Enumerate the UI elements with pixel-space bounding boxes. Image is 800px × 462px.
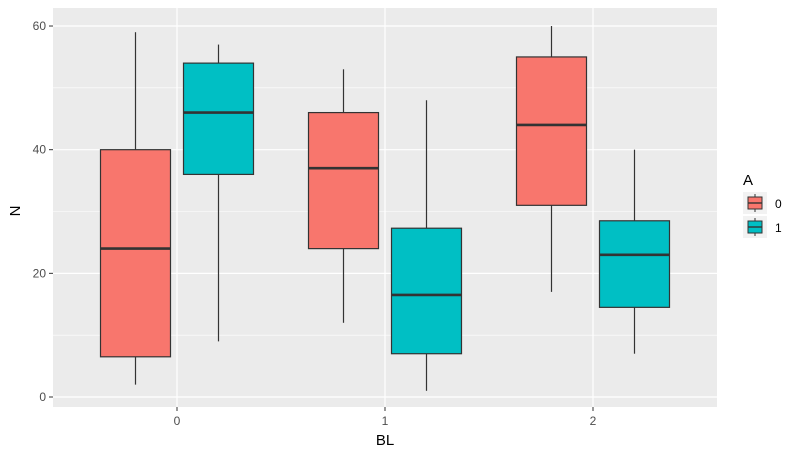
y-tick-label: 0 (39, 390, 46, 404)
iqr-box (390, 227, 463, 355)
box-1-bl-0 (182, 44, 255, 342)
iqr-box (598, 220, 671, 308)
x-tick-label: 2 (590, 414, 597, 428)
legend: A 0 1 (743, 172, 782, 238)
box-0-bl-1 (307, 69, 380, 323)
y-tick-label: 40 (33, 143, 47, 157)
box-0-bl-0 (99, 32, 172, 385)
legend-item-1: 1 (743, 216, 782, 238)
legend-item-0: 0 (743, 192, 782, 214)
iqr-box (99, 149, 172, 358)
y-tick-label: 60 (33, 19, 47, 33)
y-axis-title: N (7, 206, 24, 217)
iqr-box (307, 111, 380, 250)
x-tick-label: 1 (382, 414, 389, 428)
legend-item-label: 1 (775, 221, 782, 235)
x-tick-label: 0 (174, 414, 181, 428)
legend-item-label: 0 (775, 197, 782, 211)
iqr-box (515, 56, 588, 206)
box-0-bl-2 (515, 26, 588, 292)
box-1-bl-1 (390, 100, 463, 391)
major-gridlines (53, 8, 717, 407)
y-axis: 0 20 40 60 (33, 19, 53, 404)
iqr-box (182, 62, 255, 176)
legend-title: A (743, 172, 753, 189)
box-series (99, 26, 671, 391)
y-tick-label: 20 (33, 266, 47, 280)
x-axis: 0 1 2 (174, 407, 597, 428)
x-axis-title: BL (376, 432, 394, 449)
box-1-bl-2 (598, 149, 671, 354)
